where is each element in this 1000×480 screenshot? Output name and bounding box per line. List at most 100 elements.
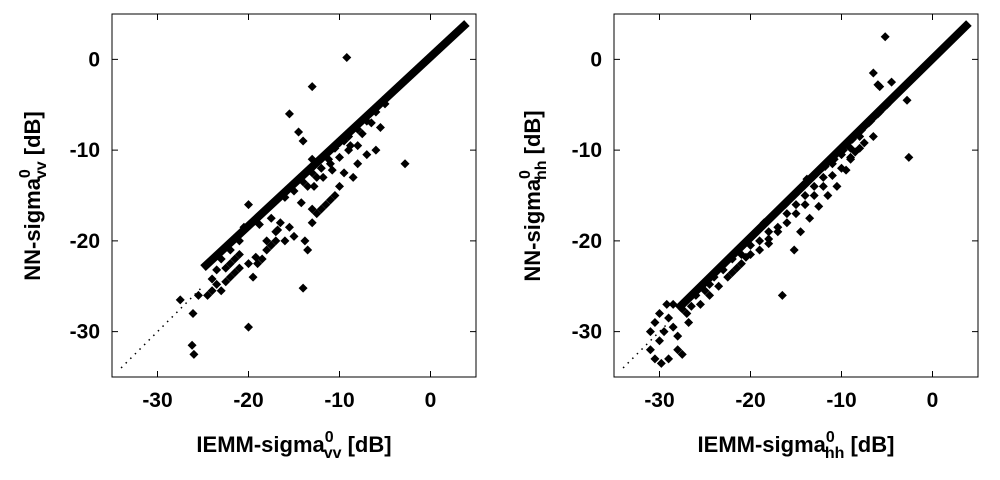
data-point <box>727 254 737 264</box>
data-point <box>855 132 865 142</box>
data-point <box>316 204 326 214</box>
data-point <box>777 290 787 300</box>
data-point <box>695 299 705 309</box>
x-tick-label: -10 <box>826 389 856 412</box>
data-point <box>800 200 810 210</box>
data-point <box>316 154 326 164</box>
chart-hh-x-axis-label: IEMM-sigma0 hh [dB] <box>698 429 895 462</box>
data-point <box>234 236 244 246</box>
data-point <box>838 145 848 155</box>
data-point <box>818 172 828 182</box>
data-point <box>709 272 719 282</box>
data-point <box>262 245 272 255</box>
data-point <box>705 290 715 300</box>
data-point <box>645 327 655 337</box>
data-point <box>225 245 235 255</box>
data-point <box>325 195 335 205</box>
data-point <box>348 172 358 182</box>
y-tick-label: -30 <box>70 321 100 344</box>
data-point <box>244 259 253 269</box>
y-tick-label: -30 <box>572 321 602 344</box>
data-point <box>868 68 878 78</box>
data-point <box>225 272 235 282</box>
data-point <box>362 150 372 160</box>
x-tick-label: 0 <box>927 389 939 412</box>
chart-hh-y-axis-label: NN-sigma0hh [dB] <box>517 110 550 281</box>
x-tick-label: -20 <box>735 389 765 412</box>
data-point <box>882 100 892 110</box>
data-point <box>811 168 821 178</box>
chart-vv-points <box>175 53 410 359</box>
data-point <box>857 125 867 135</box>
data-point <box>904 152 914 162</box>
y-tick-label: -10 <box>572 139 602 162</box>
data-point <box>814 201 824 211</box>
data-point <box>275 218 285 228</box>
data-point <box>257 254 267 264</box>
data-point <box>289 186 299 196</box>
data-point <box>818 181 828 191</box>
data-point <box>330 191 340 200</box>
data-point <box>371 107 381 117</box>
data-point <box>764 227 774 237</box>
data-point <box>321 200 331 210</box>
data-point <box>859 138 869 148</box>
data-point <box>307 168 317 178</box>
data-point <box>820 161 830 171</box>
data-point <box>700 286 710 296</box>
data-point <box>307 154 317 164</box>
data-point <box>251 252 261 262</box>
chart-hh-plot-frame <box>613 13 979 378</box>
data-point <box>793 186 803 196</box>
data-point <box>662 299 672 309</box>
data-point <box>253 213 263 223</box>
data-point <box>298 177 308 187</box>
data-point <box>887 77 897 87</box>
data-point <box>723 272 733 282</box>
data-point <box>736 259 746 269</box>
data-point <box>244 322 253 332</box>
data-point <box>873 80 883 90</box>
data-point <box>764 239 774 249</box>
data-point <box>682 308 692 318</box>
data-point <box>380 99 390 109</box>
y-tick-label: -20 <box>572 230 602 253</box>
data-point <box>307 204 317 214</box>
data-point <box>668 299 678 309</box>
data-point <box>239 222 249 232</box>
data-point <box>345 141 355 151</box>
data-point <box>714 281 724 291</box>
data-point <box>705 279 715 289</box>
data-point <box>324 154 334 164</box>
chart-vv-reference-line <box>120 285 204 369</box>
data-point <box>796 227 806 237</box>
data-point <box>645 345 655 355</box>
data-point <box>234 249 244 259</box>
data-point <box>280 236 290 246</box>
data-point <box>366 118 376 128</box>
data-point <box>375 122 385 132</box>
data-point <box>832 181 842 191</box>
data-point <box>866 116 876 126</box>
chart-hh: -30 -20 -10 0 -30 -20 -10 0 IEMM-sigma0 hh [dB]… <box>517 13 979 462</box>
y-tick-label: 0 <box>590 48 602 71</box>
data-point <box>677 349 687 359</box>
data-point <box>335 181 344 191</box>
data-point <box>746 240 755 250</box>
data-point <box>312 172 322 182</box>
data-point <box>188 308 198 318</box>
data-point <box>791 200 801 210</box>
x-tick-label: -30 <box>142 389 172 412</box>
data-point <box>684 318 694 328</box>
data-point <box>768 210 778 220</box>
data-point <box>216 286 226 296</box>
chart-vv-y-ticks: -30 -20 -10 0 <box>70 48 476 344</box>
chart-vv: -30 -20 -10 0 -30 -20 -10 0 IEMM-sigma0 vv [dB]… <box>17 13 477 462</box>
data-point <box>207 274 217 284</box>
chart-vv-x-ticks: -30 -20 -10 0 <box>142 14 436 412</box>
data-point <box>203 290 213 300</box>
data-point <box>298 136 308 146</box>
chart-vv-y-axis-label: NN-sigma0vv [dB] <box>17 111 50 280</box>
data-point <box>193 290 203 300</box>
data-point <box>225 259 235 269</box>
